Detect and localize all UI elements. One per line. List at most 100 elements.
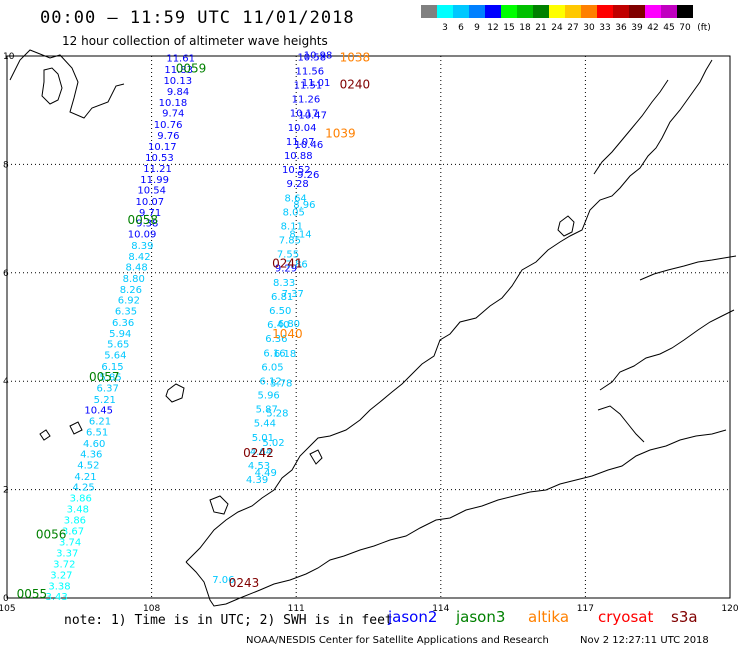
wave-height-value: 5.94 <box>109 329 131 340</box>
wave-height-value: 5.96 <box>258 391 280 402</box>
wave-height-value: 8.26 <box>120 285 142 296</box>
wave-height-value: 10.47 <box>298 110 327 121</box>
wave-height-value: 9.76 <box>157 131 179 142</box>
wave-height-value: 5.64 <box>104 350 126 361</box>
satellite-cryosat: cryosat <box>598 608 653 626</box>
wave-height-value: 6.21 <box>89 417 111 428</box>
coastline-sabah <box>600 310 734 390</box>
wave-height-value: 8.14 <box>289 230 311 241</box>
wave-height-value: 8.80 <box>123 274 145 285</box>
satellite-altika: altika <box>528 608 569 626</box>
coastline-borneo <box>186 60 712 562</box>
wave-height-value: 10.46 <box>295 140 324 151</box>
wave-height-value: 11.01 <box>302 78 331 89</box>
wave-height-value: 6.92 <box>118 296 140 307</box>
wave-height-value: 5.44 <box>254 419 276 430</box>
track-time-label: 1039 <box>325 126 356 140</box>
coastline-island-small-3 <box>40 430 50 440</box>
wave-height-value: 4.21 <box>74 472 96 483</box>
track-time-label: 0241 <box>272 256 303 270</box>
wave-height-value: 11.21 <box>143 164 172 175</box>
wave-height-value: 4.52 <box>77 460 99 471</box>
wave-height-value: 3.48 <box>67 504 89 515</box>
track-time-label: 0059 <box>176 61 207 75</box>
track-time-label: 1040 <box>272 327 303 341</box>
wave-height-value: 3.86 <box>70 494 92 505</box>
wave-height-value: 10.76 <box>154 120 183 131</box>
wave-height-value: 9.84 <box>167 87 189 98</box>
wave-height-value: 4.36 <box>80 450 102 461</box>
wave-height-value: 9.26 <box>297 170 319 181</box>
wave-height-value: 10.18 <box>159 98 188 109</box>
wave-height-value: 6.35 <box>115 307 137 318</box>
wave-height-value: 4.49 <box>255 468 277 479</box>
wave-height-value: 10.88 <box>284 151 313 162</box>
lat-tick-label: 2 <box>3 486 9 496</box>
satellite-s3a: s3a <box>671 608 698 626</box>
track-time-label: 0057 <box>89 370 120 384</box>
note-text: note: 1) Time is in UTC; 2) SWH is in fe… <box>64 613 393 628</box>
wave-height-value: 6.05 <box>261 362 283 373</box>
wave-height-value: 3.38 <box>48 581 70 592</box>
wave-height-value: 10.98 <box>304 51 333 62</box>
wave-height-value: 10.07 <box>135 197 164 208</box>
lat-tick-label: 6 <box>3 269 9 279</box>
coastline-vietnam-south <box>10 50 124 118</box>
lon-tick-label: 117 <box>577 604 594 614</box>
track-time-label: 1038 <box>340 50 371 64</box>
track-time-label: 0056 <box>36 527 67 541</box>
wave-height-value: 10.17 <box>148 142 177 153</box>
lon-tick-label: 120 <box>721 604 738 614</box>
wave-height-value: 10.09 <box>128 230 157 241</box>
wave-height-value: 5.21 <box>94 395 116 406</box>
lat-tick-label: 4 <box>3 377 9 387</box>
coastline-island-east <box>558 216 574 236</box>
wave-height-value: 10.13 <box>163 76 192 87</box>
wave-height-value: 10.04 <box>288 123 317 134</box>
track-time-label: 0240 <box>340 78 371 92</box>
coastline-island-small-4 <box>70 422 82 434</box>
lat-tick-label: 8 <box>3 160 9 170</box>
wave-height-value: 10.53 <box>145 153 174 164</box>
wave-height-value: 11.56 <box>296 66 325 77</box>
coastline-island-north-1 <box>42 68 62 104</box>
track-time-label: 0058 <box>128 213 159 227</box>
wave-height-value: 4.60 <box>83 439 105 450</box>
wave-height-value: 10.54 <box>137 186 166 197</box>
wave-height-value: 10.45 <box>84 406 113 417</box>
wave-height-value: 3.27 <box>50 570 72 581</box>
lon-tick-label: 105 <box>0 604 16 614</box>
wave-height-value: 5.28 <box>266 408 288 419</box>
wave-height-value: 3.86 <box>64 516 86 527</box>
wave-height-value: 6.50 <box>269 306 291 317</box>
credit-text: NOAA/NESDIS Center for Satellite Applica… <box>246 635 549 646</box>
coastline-sulawesi <box>598 406 644 442</box>
coastline-mindanao <box>640 256 736 280</box>
lat-tick-label: 10 <box>3 52 15 62</box>
wave-height-value: 4.25 <box>72 483 94 494</box>
wave-height-value: 6.36 <box>112 318 134 329</box>
wave-height-value: 6.51 <box>86 427 108 438</box>
wave-height-value: 8.33 <box>273 278 295 289</box>
wave-height-value: 11.26 <box>292 95 321 106</box>
wave-height-value: 9.74 <box>162 109 184 120</box>
wave-height-value: 8.96 <box>293 200 315 211</box>
wave-height-value: 3.72 <box>53 560 75 571</box>
coastline-palawan <box>594 80 668 174</box>
wave-height-value: 5.65 <box>107 340 129 351</box>
coastline-island-small-5 <box>310 450 322 464</box>
wave-height-value: 11.99 <box>140 175 169 186</box>
coastline-island-small-1 <box>166 384 184 402</box>
track-time-label: 0242 <box>243 446 274 460</box>
lat-tick-label: 0 <box>3 594 9 604</box>
wave-height-value: 7.37 <box>282 289 304 300</box>
wave-height-value: 8.39 <box>131 241 153 252</box>
wave-height-value: 8.42 <box>128 252 150 263</box>
coastline-island-small-2 <box>210 496 228 514</box>
wave-height-value: 6.37 <box>97 383 119 394</box>
wave-height-value: 5.78 <box>270 379 292 390</box>
track-time-label: 0243 <box>229 576 260 590</box>
wave-height-value: 6.18 <box>274 349 296 360</box>
satellite-jason2: jason2 <box>388 608 437 626</box>
